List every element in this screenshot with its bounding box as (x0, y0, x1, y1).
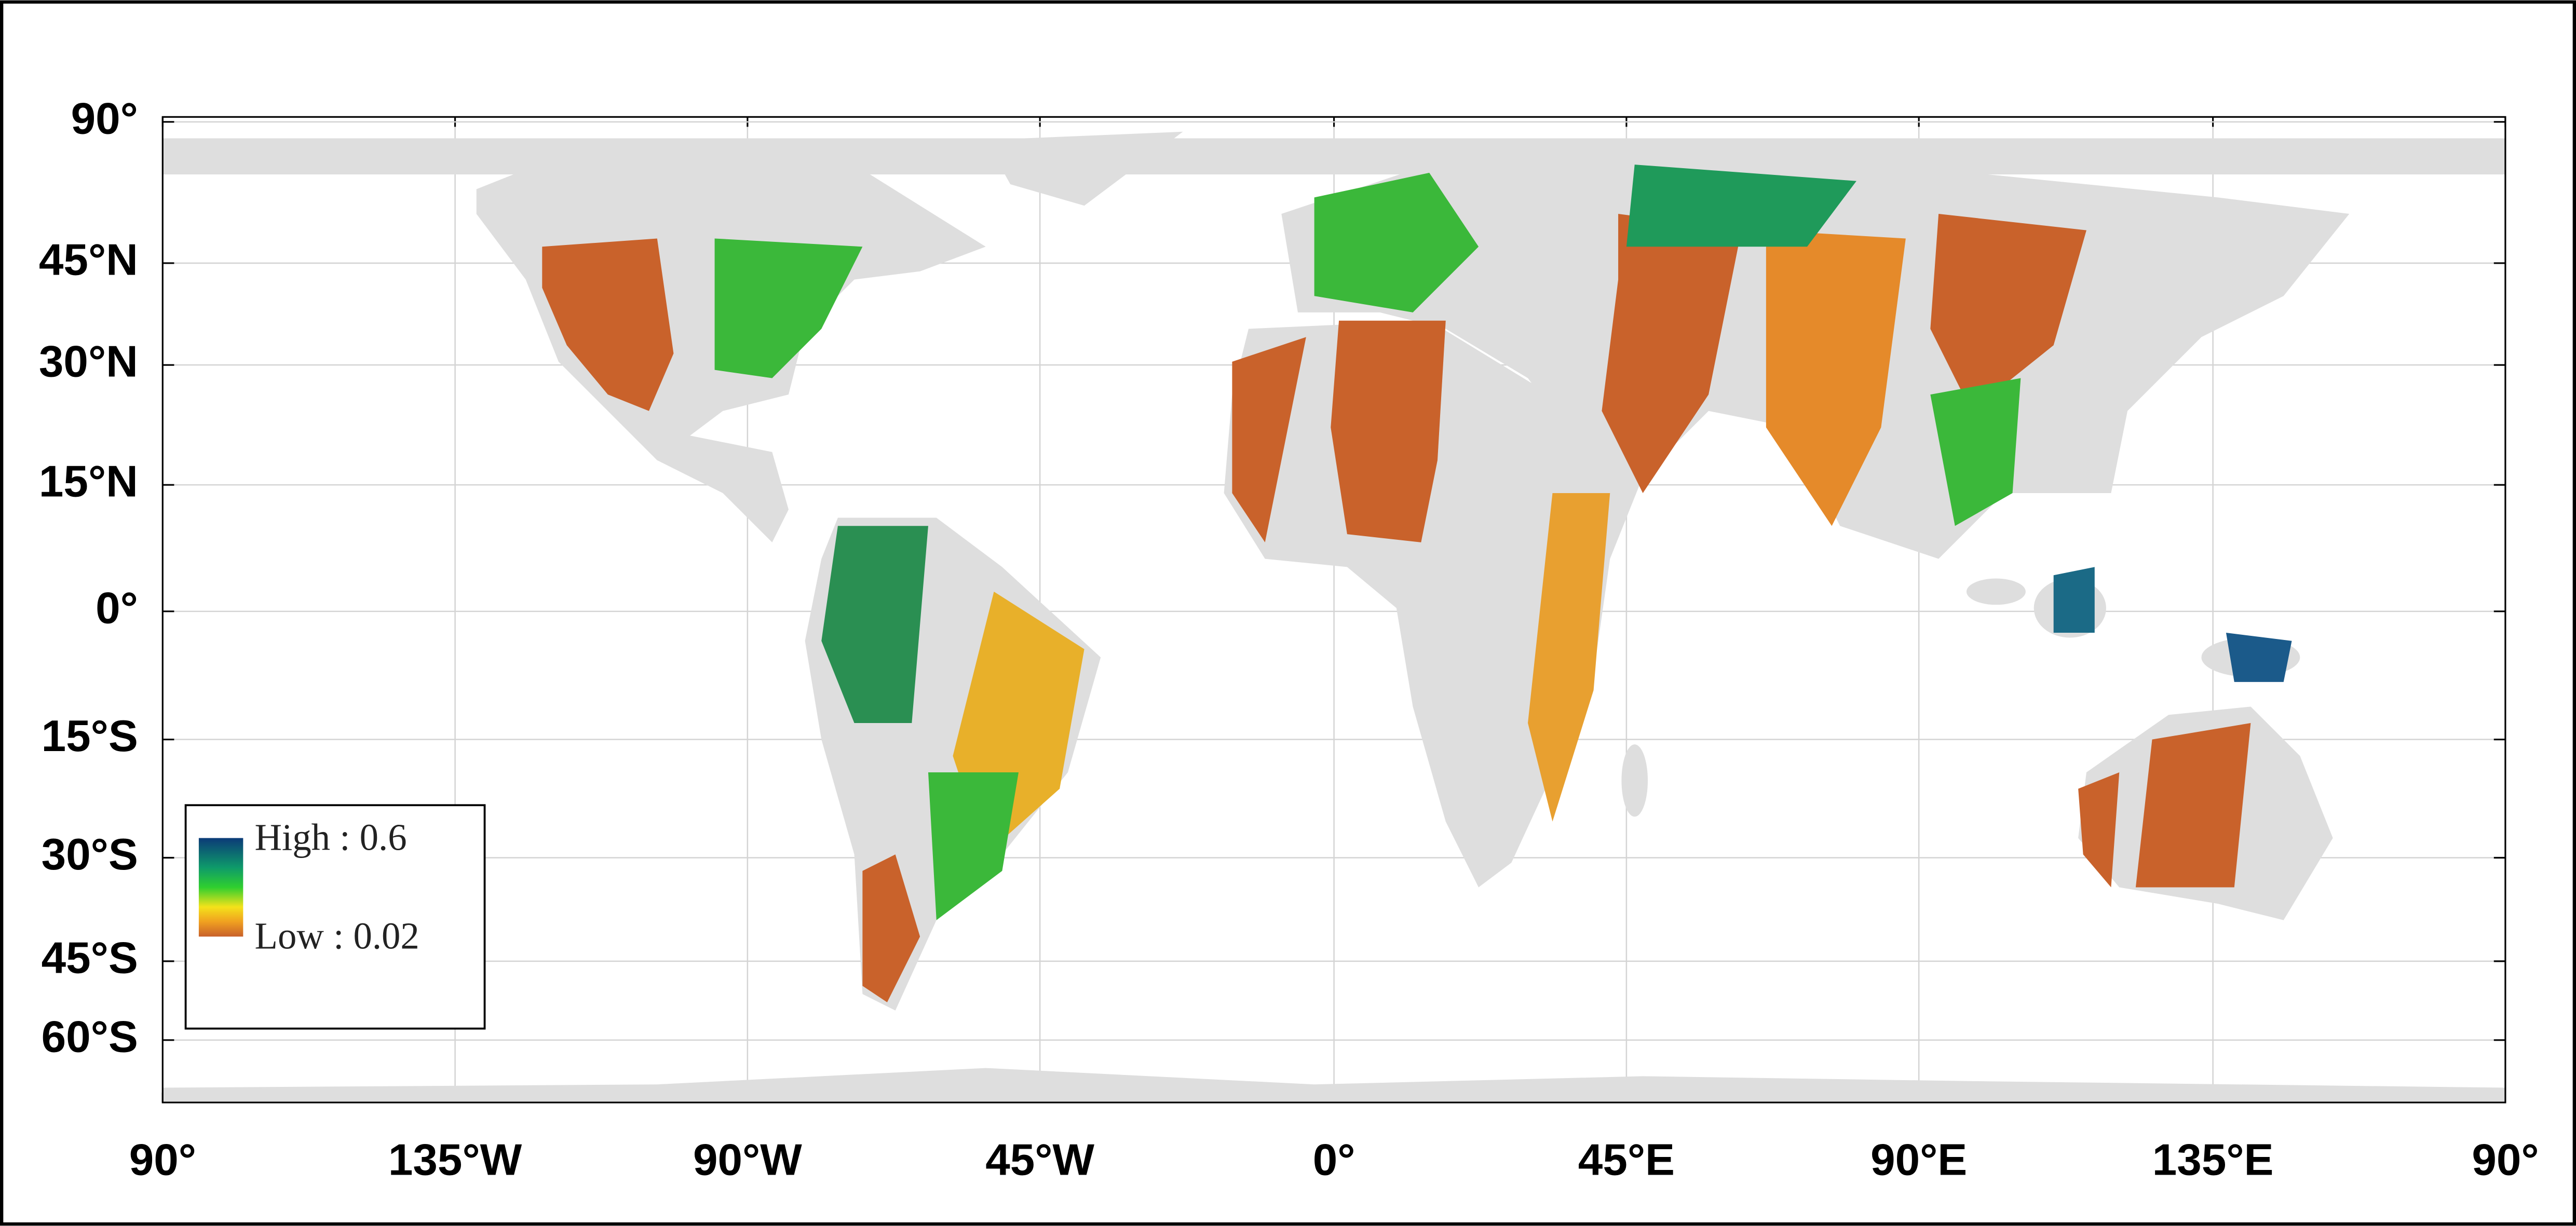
legend-low: Low : 0.02 (255, 915, 419, 957)
legend-high: High : 0.6 (255, 816, 407, 859)
x-label: 90°E (1870, 1136, 1967, 1185)
axis-labels: 90° 135°W 90°W 45°W 0° 45°E 90°E 135°E 90° 90° 45°… (39, 94, 2539, 1184)
colorbar (198, 838, 243, 937)
x-label: 90°W (693, 1136, 802, 1185)
x-label: 45°W (985, 1136, 1094, 1185)
y-label: 0° (96, 583, 138, 633)
y-label: 15°S (42, 712, 138, 761)
legend: High : 0.6 Low : 0.02 (184, 804, 486, 1030)
x-label: 0° (1313, 1136, 1355, 1185)
y-label: 45°S (42, 933, 138, 983)
y-label: 15°N (39, 457, 138, 507)
x-label: 90° (129, 1136, 196, 1185)
x-label: 45°E (1578, 1136, 1675, 1185)
y-label: 30°N (39, 337, 138, 387)
data-raster (542, 165, 2292, 1002)
y-label: 90° (71, 94, 138, 143)
y-label: 60°S (42, 1012, 138, 1061)
x-label: 135°E (2152, 1136, 2274, 1185)
y-label: 30°S (42, 830, 138, 879)
map-frame (161, 116, 2506, 1104)
y-label: 45°N (39, 236, 138, 285)
x-label: 135°W (388, 1136, 522, 1185)
x-label: 90° (2472, 1136, 2539, 1185)
